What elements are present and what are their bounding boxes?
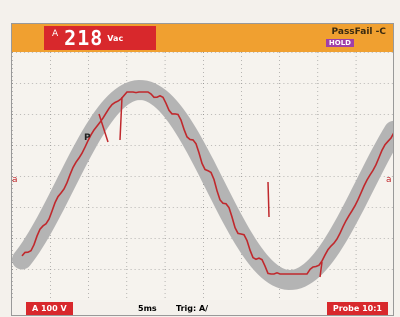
probe: Probe 10:1 [327,302,388,315]
waveform-screen: P a a [12,52,394,300]
right-marker: a [386,175,392,185]
reading-box: A 218 Vac [44,26,156,50]
channel: A [52,29,58,39]
range: A 100 V [26,302,73,315]
reading-value: 218 [64,26,103,50]
hold-tag: HOLD [326,39,354,47]
left-marker: a [12,175,18,185]
timebase: 5ms [138,302,157,315]
scope-display: A 218 Vac PassFail -C HOLD P a a A 100 V… [0,0,400,317]
status: PassFail -C [332,27,386,37]
trigger: Trig: A/ [176,302,208,315]
reading-unit: Vac [107,34,127,43]
cursor-marker: P [84,133,91,143]
